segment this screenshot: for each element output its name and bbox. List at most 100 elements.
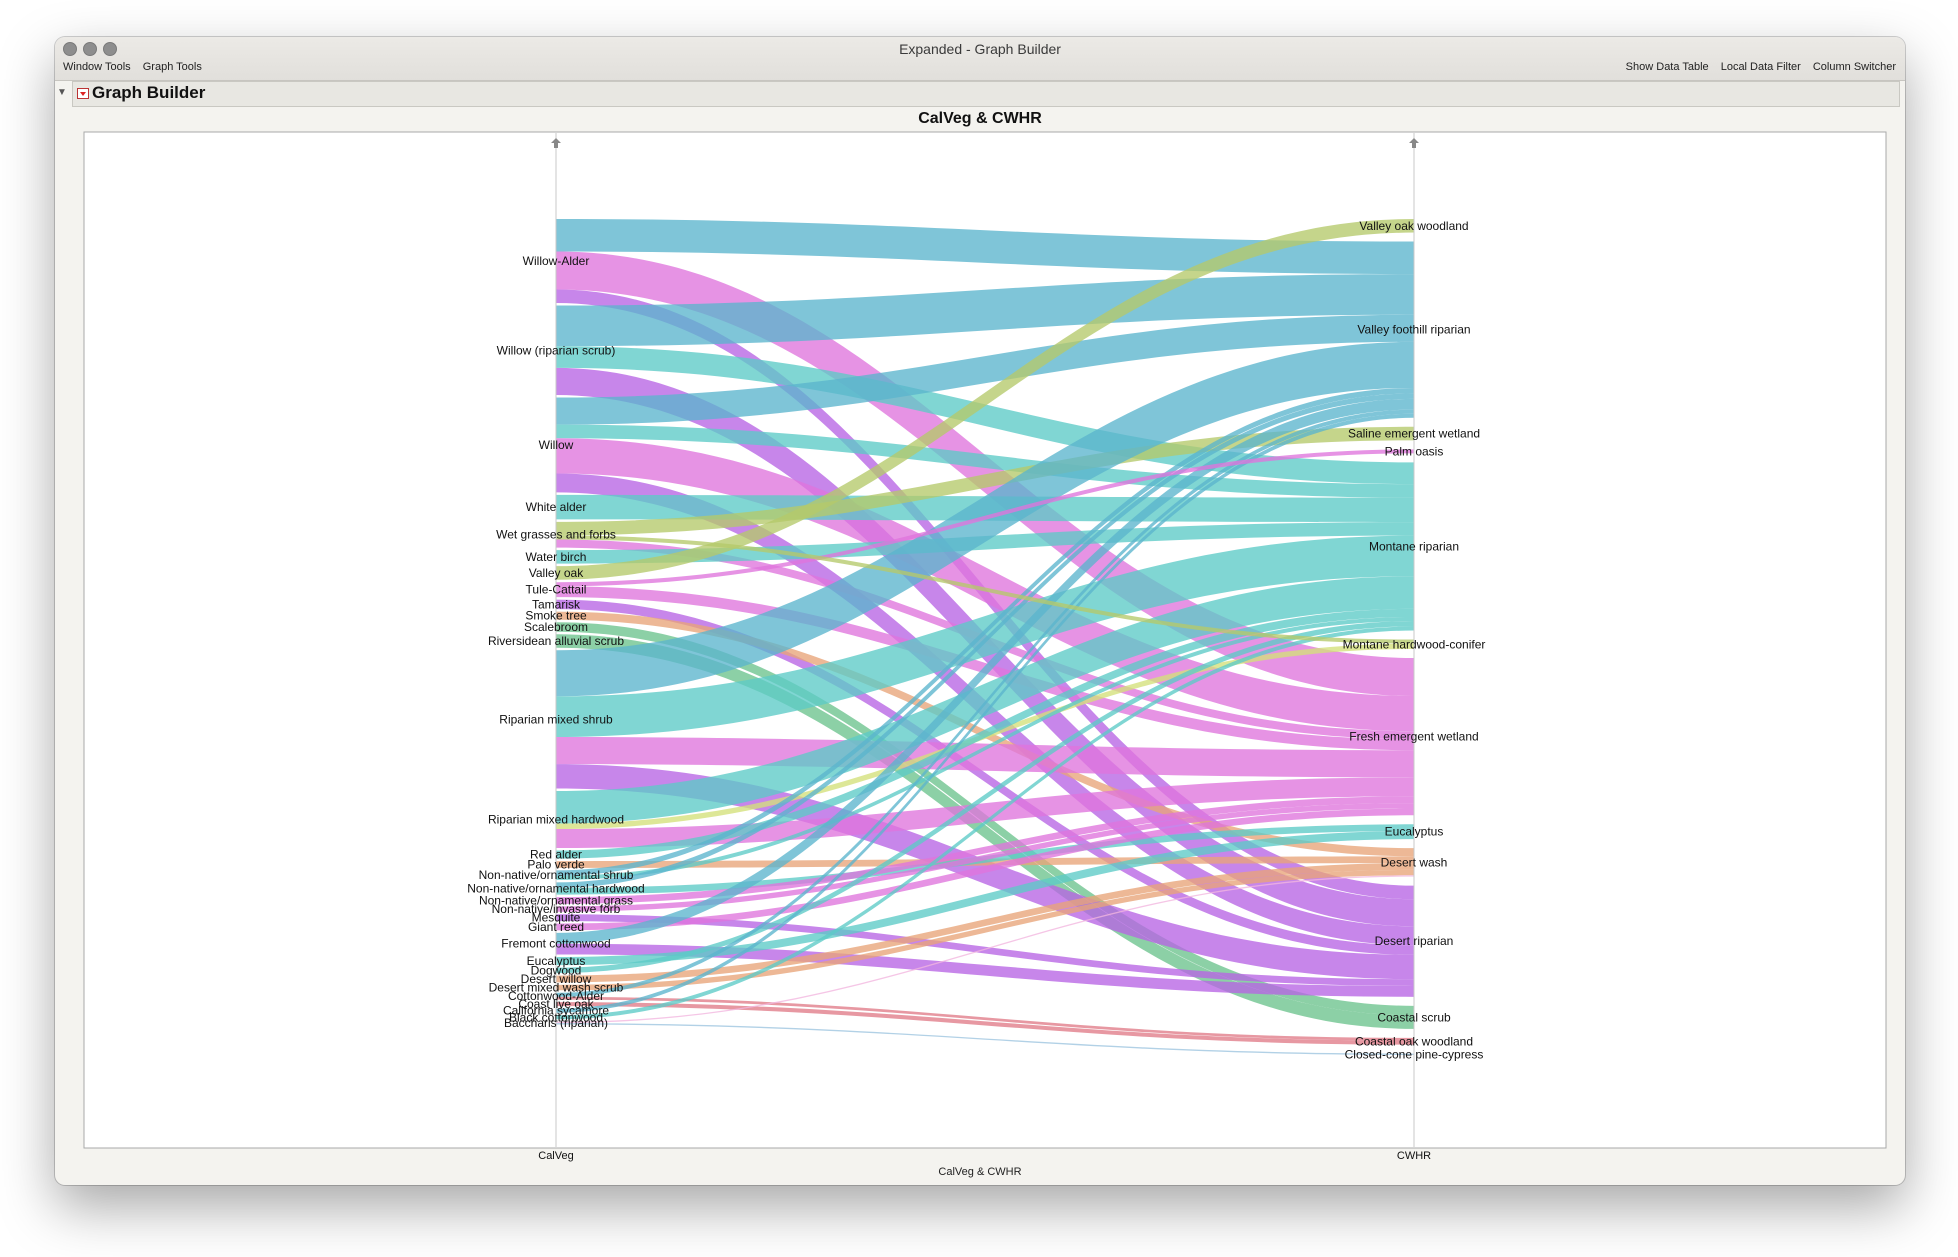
minimize-window-button[interactable] [83, 42, 97, 56]
flow-wet-grasses-and-forbs-to-saline-emergent-wetland[interactable] [556, 426, 1414, 536]
flow-desert-willow-to-desert-wash[interactable] [556, 863, 1414, 983]
flow-eucalyptus-to-eucalyptus[interactable] [556, 831, 1414, 966]
left-node-label-willow-alder: Willow-Alder [523, 254, 590, 268]
flow-riparian-mixed-shrub-to-fresh-emergent-wetland[interactable] [556, 737, 1414, 778]
column-switcher-button[interactable]: Column Switcher [1812, 61, 1896, 73]
left-node-label-baccharis-riparian: Baccharis (riparian) [504, 1016, 608, 1030]
flow-valley-oak-to-valley-oak-woodland[interactable] [556, 219, 1414, 580]
platform-title: Graph Builder [92, 83, 206, 102]
left-node-label-mesquite: Mesquite [532, 911, 581, 925]
left-node-label-tule-cattail: Tule-Cattail [526, 583, 587, 597]
flow-willow-to-valley-foothill-riparian[interactable] [556, 314, 1414, 425]
flow-willow-alder-to-fresh-emergent-wetland[interactable] [556, 251, 1414, 696]
flow-water-birch-to-montane-riparian[interactable] [556, 522, 1414, 564]
left-node-label-non-native-ornamental-grass: Non-native/ornamental grass [479, 893, 633, 907]
right-node-label-fresh-emergent-wetland: Fresh emergent wetland [1349, 730, 1478, 744]
right-node-label-montane-riparian: Montane riparian [1369, 539, 1459, 553]
cwhr-axis-label: CWHR [1397, 1150, 1431, 1162]
window-title: Expanded - Graph Builder [899, 41, 1061, 57]
flow-riparian-mixed-shrub-to-montane-riparian[interactable] [556, 535, 1414, 738]
flow-non-native-ornamental-hardwood-to-valley-foothill-riparian[interactable] [556, 393, 1414, 888]
left-node-label-willow: Willow [539, 438, 574, 452]
x-axis-title: CalVeg & CWHR [938, 1166, 1022, 1178]
flow-tamarisk-to-desert-riparian[interactable] [556, 599, 1414, 955]
flow-willow-riparian-scrub-to-valley-foothill-riparian[interactable] [556, 274, 1414, 347]
flow-riparian-mixed-hardwood-to-fresh-emergent-wetland[interactable] [556, 777, 1414, 848]
show-data-table-button[interactable]: Show Data Table [1625, 61, 1709, 73]
flow-fremont-cottonwood-to-valley-foothill-riparian[interactable] [556, 398, 1414, 944]
flow-mesquite-to-desert-riparian[interactable] [556, 914, 1414, 986]
left-node-label-desert-willow: Desert willow [521, 972, 592, 986]
right-node-label-desert-riparian: Desert riparian [1375, 934, 1454, 948]
flow-cottonwood-alder-to-coastal-oak-woodland[interactable] [556, 996, 1414, 1041]
flow-riparian-mixed-hardwood-to-montane-riparian[interactable] [556, 576, 1414, 824]
flow-dogwood-to-montane-riparian[interactable] [556, 621, 1414, 974]
flow-red-alder-to-montane-riparian[interactable] [556, 608, 1414, 859]
left-node-label-cottonwood-alder: Cottonwood-Alder [508, 989, 604, 1003]
flow-wet-grasses-and-forbs-to-montane-hardwood-conifer[interactable] [556, 535, 1414, 644]
alluvial-chart[interactable]: Willow-Alder Willow (riparian scrub) Willo… [55, 37, 1905, 1185]
left-node-label-scalebroom: Scalebroom [524, 620, 588, 634]
flow-cottonwood-alder-to-valley-foothill-riparian[interactable] [556, 409, 1414, 997]
right-node-label-palm-oasis: Palm oasis [1385, 444, 1444, 458]
flow-non-native-ornamental-grass-to-fresh-emergent-wetland[interactable] [556, 796, 1414, 904]
flow-fremont-cottonwood-to-desert-riparian[interactable] [556, 943, 1414, 997]
flow-willow-to-fresh-emergent-wetland[interactable] [556, 438, 1414, 732]
right-node-label-valley-oak-woodland: Valley oak woodland [1359, 219, 1468, 233]
left-node-label-dogwood: Dogwood [531, 963, 582, 977]
menu-graph-tools[interactable]: Graph Tools [142, 61, 202, 73]
flow-giant-reed-to-fresh-emergent-wetland[interactable] [556, 808, 1414, 931]
disclosure-triangle-icon[interactable]: ▼ [57, 87, 67, 98]
left-node-label-riversidean-alluvial-scrub: Riversidean alluvial scrub [488, 634, 624, 648]
left-node-label-non-native-ornamental-shrub: Non-native/ornamental shrub [479, 868, 634, 882]
right-node-label-coastal-oak-woodland: Coastal oak woodland [1355, 1034, 1473, 1048]
calveg-axis-arrow-icon[interactable] [551, 138, 561, 148]
left-node-label-fremont-cottonwood: Fremont cottonwood [501, 937, 610, 951]
flow-baccharis-riparian-to-desert-wash[interactable] [556, 875, 1414, 1024]
flow-baccharis-riparian-to-closed-cone-pine-cypress[interactable] [556, 1023, 1414, 1055]
flow-desert-mixed-wash-scrub-to-desert-wash[interactable] [556, 869, 1414, 991]
flow-non-native-ornamental-shrub-to-montane-riparian[interactable] [556, 616, 1414, 880]
left-node-label-wet-grasses-and-forbs: Wet grasses and forbs [496, 528, 616, 542]
left-node-labels: Willow-Alder Willow (riparian scrub) Willo… [467, 254, 644, 1030]
right-node-label-valley-foothill-riparian: Valley foothill riparian [1357, 323, 1470, 337]
left-node-label-giant-reed: Giant reed [528, 920, 584, 934]
left-node-label-red-alder: Red alder [530, 848, 582, 862]
flow-tule-cattail-to-palm-oasis[interactable] [556, 449, 1414, 587]
close-window-button[interactable] [63, 42, 77, 56]
right-node-label-saline-emergent-wetland: Saline emergent wetland [1348, 427, 1480, 441]
platform-header [72, 81, 1900, 107]
right-node-labels: Valley oak woodland Valley foothill ripar… [1343, 219, 1486, 1062]
right-node-label-desert-wash: Desert wash [1381, 855, 1448, 869]
cwhr-axis-arrow-icon[interactable] [1409, 138, 1419, 148]
left-node-label-willow-riparian-scrub: Willow (riparian scrub) [497, 343, 616, 357]
left-node-label-black-cottonwood: Black cottonwood [509, 1010, 603, 1024]
red-triangle-menu-icon[interactable] [77, 88, 89, 99]
left-node-label-non-native-ornamental-hardwood: Non-native/ornamental hardwood [467, 882, 644, 896]
title-bar: Expanded - Graph Builder Window Tools Gr… [55, 37, 1905, 81]
calveg-axis-label: CalVeg [538, 1150, 573, 1162]
left-node-label-riparian-mixed-shrub: Riparian mixed shrub [499, 712, 613, 726]
flow-willow-alder-to-valley-foothill-riparian[interactable] [556, 219, 1414, 275]
local-data-filter-button[interactable]: Local Data Filter [1720, 61, 1801, 73]
chart-title: CalVeg & CWHR [918, 110, 1042, 127]
left-node-label-riparian-mixed-hardwood: Riparian mixed hardwood [488, 813, 624, 827]
zoom-window-button[interactable] [103, 42, 117, 56]
flow-california-sycamore-to-valley-foothill-riparian[interactable] [556, 413, 1414, 1013]
window-menu-left: Window Tools Graph Tools [63, 61, 211, 73]
axis-tick-labels: CalVeg CWHR [538, 1150, 1431, 1162]
flow-willow-to-montane-riparian[interactable] [556, 424, 1414, 498]
left-node-label-california-sycamore: California sycamore [503, 1004, 609, 1018]
flow-black-cottonwood-to-montane-riparian[interactable] [556, 626, 1414, 1020]
left-node-label-smoke-tree: Smoke tree [525, 609, 587, 623]
flow-non-native-invasive-forb-to-fresh-emergent-wetland[interactable] [556, 803, 1414, 912]
flow-riversidean-alluvial-scrub-to-coastal-scrub[interactable] [556, 634, 1414, 1029]
left-node-label-eucalyptus: Eucalyptus [527, 954, 586, 968]
left-node-label-palo-verde: Palo verde [527, 858, 585, 872]
left-node-label-non-native-invasive-forb: Non-native/invasive forb [492, 902, 621, 916]
left-node-label-tamarisk: Tamarisk [532, 597, 581, 611]
flow-non-native-ornamental-shrub-to-valley-foothill-riparian[interactable] [556, 387, 1414, 876]
menu-window-tools[interactable]: Window Tools [63, 61, 131, 73]
flow-coast-live-oak-to-coastal-oak-woodland[interactable] [556, 1002, 1414, 1045]
graph-builder-window: Expanded - Graph Builder Window Tools Gr… [55, 37, 1905, 1185]
